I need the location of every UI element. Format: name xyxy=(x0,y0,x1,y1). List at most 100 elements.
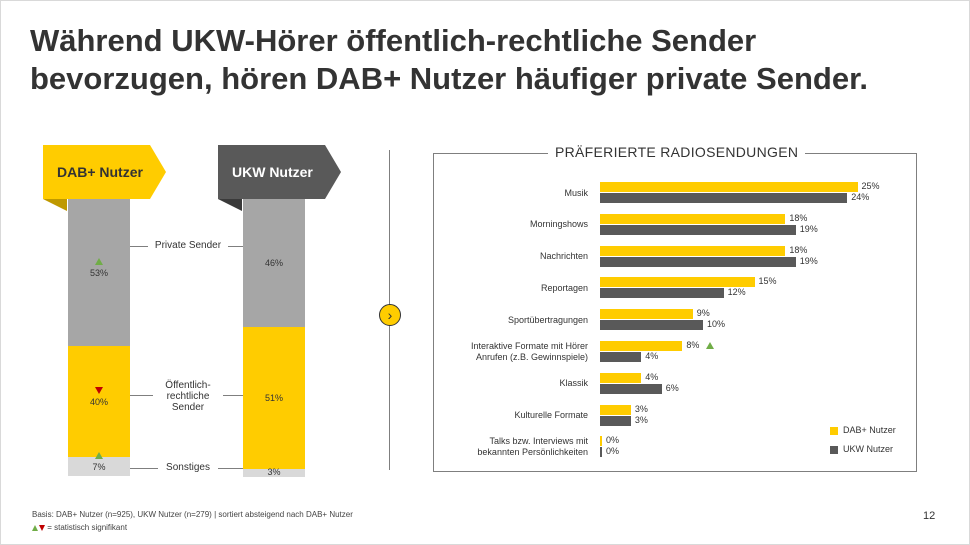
dab-value-other: 7% xyxy=(92,461,106,472)
ukw-header-label: UKW Nutzer xyxy=(232,164,313,180)
category-label-line: bekannten Persönlichkeiten xyxy=(477,447,588,458)
sig-down-icon xyxy=(39,524,45,531)
ukw-bar-value: 12% xyxy=(727,287,746,298)
ukw-bar xyxy=(600,352,642,362)
dab-bar-value: 15% xyxy=(758,276,777,287)
chevron-right-icon: › xyxy=(387,307,393,323)
category-label: Morningshows xyxy=(530,219,588,230)
dab-bar xyxy=(600,245,786,256)
category-label-line: Musik xyxy=(564,187,588,198)
ukw-segment-private xyxy=(243,199,305,327)
category-label: Nachrichten xyxy=(540,251,588,262)
category-label-line: Sportübertragungen xyxy=(507,314,588,325)
dab-bar-value: 9% xyxy=(696,308,710,319)
dab-bar-value: 0% xyxy=(606,435,620,446)
ukw-value-private: 46% xyxy=(264,258,283,268)
category-label-line: Interaktive Formate mit Hörer xyxy=(470,341,588,351)
legend-dab: DAB+ Nutzer xyxy=(830,425,896,435)
category-label-line: Reportagen xyxy=(540,282,588,293)
ukw-bar xyxy=(600,193,848,203)
category-label-line: Kulturelle Formate xyxy=(514,410,588,421)
dab-value-private: 53% xyxy=(89,267,108,278)
category-label: Talks bzw. Interviews mit bekannten Persö… xyxy=(477,436,588,458)
ukw-header-arrow: UKW Nutzer xyxy=(218,145,341,199)
dab-bar xyxy=(600,436,602,447)
label-public-line-2: rechtliche xyxy=(166,391,210,402)
title-line-1: Während UKW-Hörer öffentlich-rechtliche … xyxy=(30,23,757,58)
dab-header-label: DAB+ Nutzer xyxy=(57,164,143,180)
category-label-line: Nachrichten xyxy=(539,251,588,262)
category-label-line: Klassik xyxy=(559,378,588,389)
category-label: Kulturelle Formate xyxy=(514,410,588,421)
ukw-header-fold xyxy=(218,199,242,211)
footer-significance-text: = statistisch signifikant xyxy=(45,523,128,532)
dab-bar xyxy=(600,213,786,224)
dab-segment-public xyxy=(68,346,130,457)
ukw-bar xyxy=(600,256,796,267)
legend-ukw-swatch xyxy=(830,445,838,454)
dab-bar-value: 3% xyxy=(634,403,648,414)
dab-bar-value: 18% xyxy=(789,212,808,223)
footer-significance: = statistisch signifikant xyxy=(32,523,127,532)
ukw-bar-value: 6% xyxy=(665,382,679,393)
dab-segment-other xyxy=(68,457,130,476)
legend-dab-swatch xyxy=(830,426,838,435)
category-label-line: Morningshows xyxy=(529,219,588,230)
sig-up-icon xyxy=(32,524,38,531)
page-number: 12 xyxy=(923,510,936,522)
next-button[interactable]: › xyxy=(379,304,401,326)
ukw-segment-public xyxy=(243,327,305,469)
dab-bar xyxy=(600,341,683,351)
ukw-bar-value: 10% xyxy=(707,319,726,330)
chart-title: PRÄFERIERTE RADIOSENDUNGEN xyxy=(548,144,806,160)
dab-bar-value: 4% xyxy=(645,371,659,382)
ukw-value-other: 3% xyxy=(267,467,281,477)
label-public-sender: Öffentlich- rechtliche Sender xyxy=(153,380,223,413)
dab-bar xyxy=(600,182,858,192)
category-label: Interaktive Formate mit Hörer Anrufen (z.… xyxy=(471,341,588,363)
category-label: Klassik xyxy=(559,378,588,389)
label-public-line-1: Öffentlich- xyxy=(165,380,211,391)
dab-value-public: 40% xyxy=(89,396,108,407)
ukw-bar xyxy=(600,383,662,394)
ukw-bar xyxy=(600,320,703,331)
dab-bar-value: 8% xyxy=(686,340,700,350)
legend-ukw-label: UKW Nutzer xyxy=(843,444,894,454)
page-title: Während UKW-Hörer öffentlich-rechtliche … xyxy=(30,22,930,98)
ukw-bar-value: 19% xyxy=(799,223,818,234)
ukw-bar-value: 3% xyxy=(634,414,648,425)
ukw-bar xyxy=(600,415,631,426)
legend-dab-label: DAB+ Nutzer xyxy=(843,425,896,435)
category-label-line: Talks bzw. Interviews mit xyxy=(489,436,588,447)
footer-basis: Basis: DAB+ Nutzer (n=925), UKW Nutzer (… xyxy=(32,510,353,519)
category-label: Reportagen xyxy=(541,283,588,294)
dab-bar-value: 25% xyxy=(861,181,880,191)
dab-bar-value: 18% xyxy=(789,244,808,255)
ukw-bar xyxy=(600,224,796,235)
dab-bar xyxy=(600,277,755,288)
category-label: Sportübertragungen xyxy=(508,315,588,326)
dab-bar xyxy=(600,404,631,415)
significance-up-icon xyxy=(95,257,103,265)
dab-header-arrow: DAB+ Nutzer xyxy=(43,145,166,199)
ukw-bar-value: 24% xyxy=(851,192,870,202)
ukw-bar xyxy=(600,447,602,458)
dab-header-fold xyxy=(43,199,67,211)
label-public-line-3: Sender xyxy=(171,402,205,413)
category-label-line: Anrufen (z.B. Gewinnspiele) xyxy=(475,352,588,362)
label-sonstiges: Sonstiges xyxy=(158,462,218,473)
ukw-bar xyxy=(600,288,724,299)
category-label: Musik xyxy=(564,188,588,199)
dab-stacked-bar: 53% 40% 7% xyxy=(68,199,130,477)
title-line-2: bevorzugen, hören DAB+ Nutzer häufiger p… xyxy=(30,61,869,96)
significance-down-icon xyxy=(95,386,103,394)
ukw-bar-value: 0% xyxy=(606,446,620,457)
ukw-stacked-bar: 46% 51% 3% xyxy=(243,199,305,477)
legend-ukw: UKW Nutzer xyxy=(830,444,893,454)
ukw-bar-value: 4% xyxy=(645,351,659,361)
ukw-value-public: 51% xyxy=(264,393,283,403)
significance-up-icon xyxy=(706,342,715,349)
label-private-sender: Private Sender xyxy=(148,240,228,251)
dab-bar xyxy=(600,372,642,383)
ukw-segment-other xyxy=(243,469,305,477)
